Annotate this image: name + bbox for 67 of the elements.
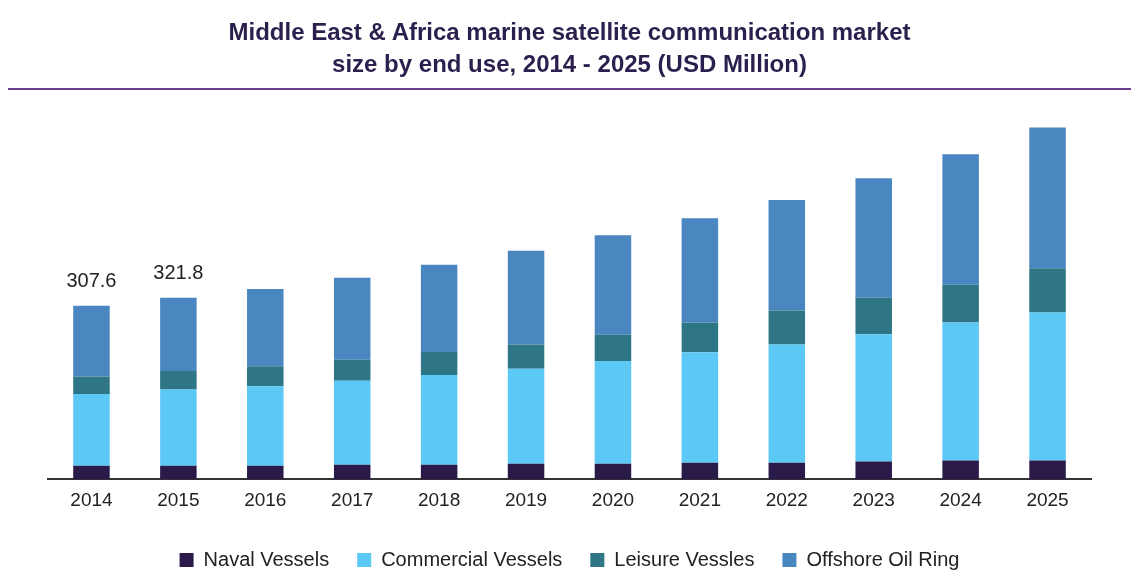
bar xyxy=(1029,312,1066,461)
x-tick-label: 2019 xyxy=(504,488,548,510)
bar xyxy=(768,310,806,345)
bar xyxy=(160,297,197,371)
bar xyxy=(594,235,632,335)
bar xyxy=(73,465,110,480)
bar xyxy=(73,305,110,377)
bar xyxy=(768,462,806,480)
legend-label: Offshore Oil Ring xyxy=(806,547,960,570)
x-tick-label: 2016 xyxy=(244,488,287,510)
bar xyxy=(942,154,979,285)
bar xyxy=(507,463,545,480)
bar xyxy=(594,361,632,464)
bar xyxy=(855,178,892,298)
x-tick-label: 2018 xyxy=(417,488,461,510)
bar xyxy=(160,370,197,390)
bar xyxy=(420,375,458,465)
bar xyxy=(1029,460,1066,480)
bar xyxy=(73,376,110,395)
bar xyxy=(420,464,458,480)
legend-label: Commercial Vessels xyxy=(381,547,563,570)
bar xyxy=(1029,268,1066,313)
bar xyxy=(594,463,632,480)
bar xyxy=(942,460,979,480)
bar xyxy=(768,200,806,311)
annotation: 307.6 xyxy=(66,269,117,292)
bar xyxy=(507,250,545,345)
bar xyxy=(681,322,719,353)
bar xyxy=(855,334,892,462)
bar xyxy=(247,386,284,466)
bar xyxy=(420,351,458,376)
x-tick-label: 2015 xyxy=(157,488,200,510)
x-tick-label: 2022 xyxy=(765,488,808,510)
x-tick-label: 2025 xyxy=(1026,488,1069,510)
bar xyxy=(73,394,110,466)
bar xyxy=(160,389,197,466)
x-tick-label: 2020 xyxy=(591,488,635,510)
bar xyxy=(247,366,284,387)
bar xyxy=(507,344,545,369)
bar xyxy=(942,284,979,323)
x-tick-label: 2014 xyxy=(70,488,114,510)
bar xyxy=(333,380,371,465)
bar xyxy=(247,288,284,367)
bar xyxy=(420,264,458,352)
bar xyxy=(681,218,719,323)
x-tick-label: 2021 xyxy=(678,488,722,510)
bar xyxy=(507,368,545,464)
bar xyxy=(1029,127,1066,269)
bar xyxy=(855,297,892,335)
bar xyxy=(768,344,806,463)
legend-label: Naval Vessels xyxy=(203,547,330,570)
bar xyxy=(855,461,892,480)
bar xyxy=(942,322,979,461)
bar xyxy=(333,277,371,360)
chart-title: Middle East & Africa marine satellite communication market size by end use, 2014 - 2025 (USD Million) xyxy=(227,17,912,79)
bar xyxy=(681,352,719,463)
x-tick-label: 2023 xyxy=(852,488,895,510)
x-tick-label: 2017 xyxy=(331,488,374,510)
bar xyxy=(160,465,197,480)
x-tick-label: 2024 xyxy=(939,488,983,510)
bar xyxy=(594,334,632,362)
bar xyxy=(333,359,371,381)
bar xyxy=(333,464,371,480)
bar xyxy=(247,465,284,480)
bar xyxy=(681,462,719,480)
annotation: 321.8 xyxy=(153,261,204,284)
legend-label: Leisure Vessles xyxy=(614,547,755,570)
